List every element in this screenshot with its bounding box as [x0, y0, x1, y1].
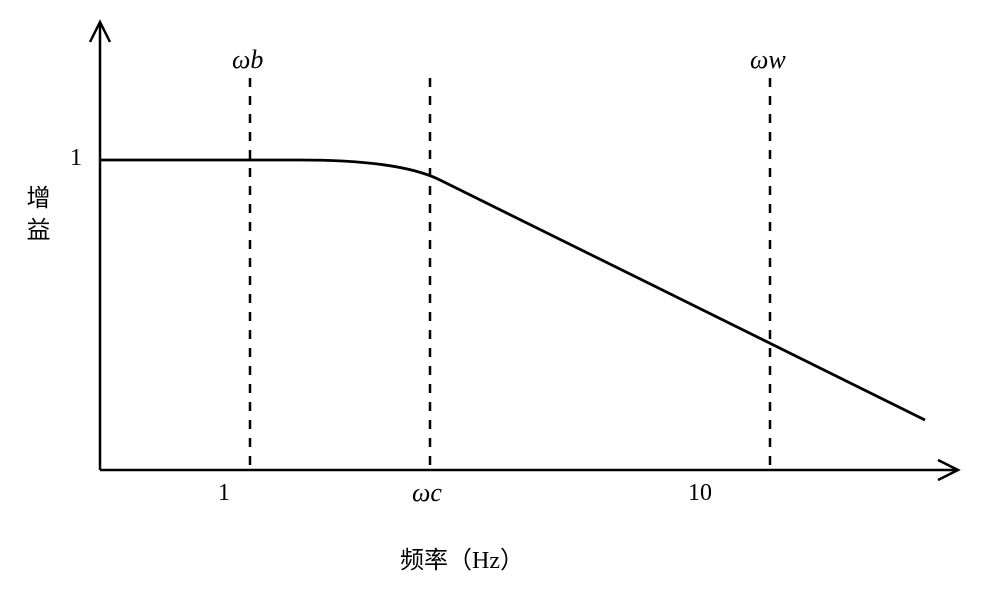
y-tick-1: 1 [70, 145, 82, 172]
bode-gain-chart: 增益 1 1 10 频率（Hz） ωb ωc ωw [0, 0, 1000, 588]
marker-ww-label: ωw [750, 45, 786, 75]
marker-wc-label: ωc [412, 478, 442, 508]
marker-wb-label: ωb [232, 45, 263, 75]
gain-curve [100, 160, 925, 420]
x-axis-label: 频率（Hz） [400, 540, 524, 575]
chart-svg [0, 0, 1000, 588]
x-tick-10: 10 [688, 480, 712, 507]
x-tick-1: 1 [218, 480, 230, 507]
y-axis-label: 增益 [18, 185, 53, 249]
